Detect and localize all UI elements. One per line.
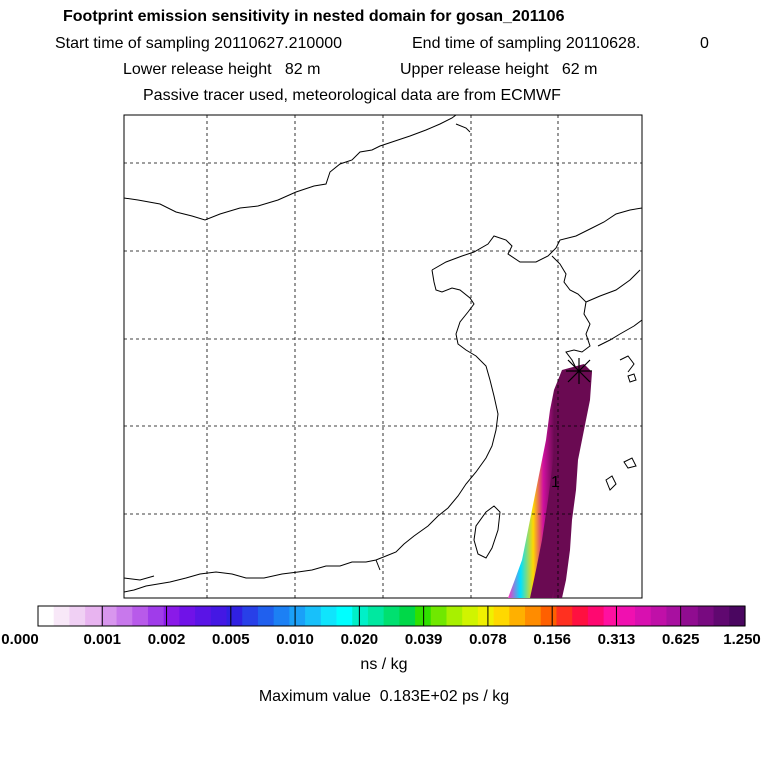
colorbar-swatch [572,606,589,626]
colorbar-tick-label: 0.020 [340,631,379,648]
island [623,457,637,469]
colorbar-swatch [305,606,322,626]
start-time-label: Start time of sampling 20110627.210000 [55,35,343,52]
colorbar-swatch [179,606,196,626]
colorbar-swatch [729,606,746,626]
end-time-suffix: 0 [700,35,709,52]
colorbar-tick-label: 1.250 [723,631,761,648]
tracer-note: Passive tracer used, meteorological data… [143,87,561,104]
footprint-plume [508,364,592,598]
colorbar-swatch [446,606,463,626]
colorbar-swatch [210,606,228,626]
colorbar-swatch [619,606,636,626]
colorbar-swatch [273,606,290,626]
upper-release-height-label: Upper release height 62 m [400,61,598,78]
colorbar-swatch [100,606,118,626]
colorbar-units: ns / kg [360,656,408,673]
colorbar-tick-label: 0.313 [597,631,636,648]
release-site-marker [566,358,592,384]
colorbar-swatch [399,606,416,626]
coastline-china [124,269,499,593]
colorbar-border [37,605,746,627]
colorbar-swatch [603,606,620,626]
colorbar-tick-label: 0.005 [212,631,250,648]
colorbar-swatch [367,606,385,626]
colorbar-swatch [352,606,369,626]
colorbar-swatch [195,606,212,626]
colorbar-tick-label: 0.001 [83,631,122,648]
maximum-value-label: Maximum value 0.183E+02 ps / kg [258,688,510,705]
colorbar-tick-label: 0.156 [533,631,571,648]
border-line [375,559,381,571]
colorbar-swatch [635,606,652,626]
colorbar-swatch [525,606,542,626]
colorbar-swatch [289,606,306,626]
colorbar-swatch [336,606,353,626]
colorbar-tick-label: 0.039 [404,631,443,648]
colorbar-swatch [85,606,102,626]
colorbar [37,605,746,627]
colorbar-swatch [383,606,400,626]
colorbar-swatch [53,606,71,626]
coastline-japan [597,319,642,347]
colorbar-swatch [477,606,495,626]
colorbar-swatch [132,606,149,626]
end-time-label: End time of sampling 20110628. [412,35,641,52]
coastline-taiwan [473,505,501,559]
island [627,373,637,383]
coastlines [124,115,642,593]
colorbar-swatch [509,606,526,626]
lower-release-height-label: Lower release height 82 m [123,61,321,78]
border-line [124,115,457,221]
colorbar-swatch [493,606,510,626]
colorbar-swatch [650,606,668,626]
colorbar-swatch [587,606,605,626]
release-label: 1 [551,474,560,491]
colorbar-tick-label: 0.002 [147,631,186,648]
colorbar-swatch [38,606,55,626]
lat-lon-grid [124,115,642,598]
colorbar-swatch [163,606,180,626]
colorbar-swatch [697,606,715,626]
border-line [124,575,155,581]
colorbar-swatch [430,606,448,626]
border-line [431,207,642,271]
island [605,475,617,491]
colorbar-swatch [69,606,86,626]
colorbar-swatch [713,606,730,626]
colorbar-tick-label: 0.000 [1,631,39,648]
colorbar-swatch [462,606,479,626]
colorbar-swatch [666,606,683,626]
colorbar-swatch [116,606,133,626]
coastline-japan [619,355,635,373]
border-line [585,269,641,303]
colorbar-swatch [682,606,699,626]
colorbar-swatch [147,606,165,626]
plot-title: Footprint emission sensitivity in nested… [63,8,565,25]
colorbar-swatch [556,606,573,626]
colorbar-swatch [257,606,275,626]
colorbar-swatch [242,606,259,626]
colorbar-tick-label: 0.010 [276,631,314,648]
colorbar-swatch [540,606,558,626]
colorbar-swatch [320,606,338,626]
colorbar-swatch [226,606,243,626]
border-line [455,123,471,133]
colorbar-tick-label: 0.625 [661,631,700,648]
coastline-korea [551,255,591,375]
colorbar-tick-label: 0.078 [469,631,507,648]
